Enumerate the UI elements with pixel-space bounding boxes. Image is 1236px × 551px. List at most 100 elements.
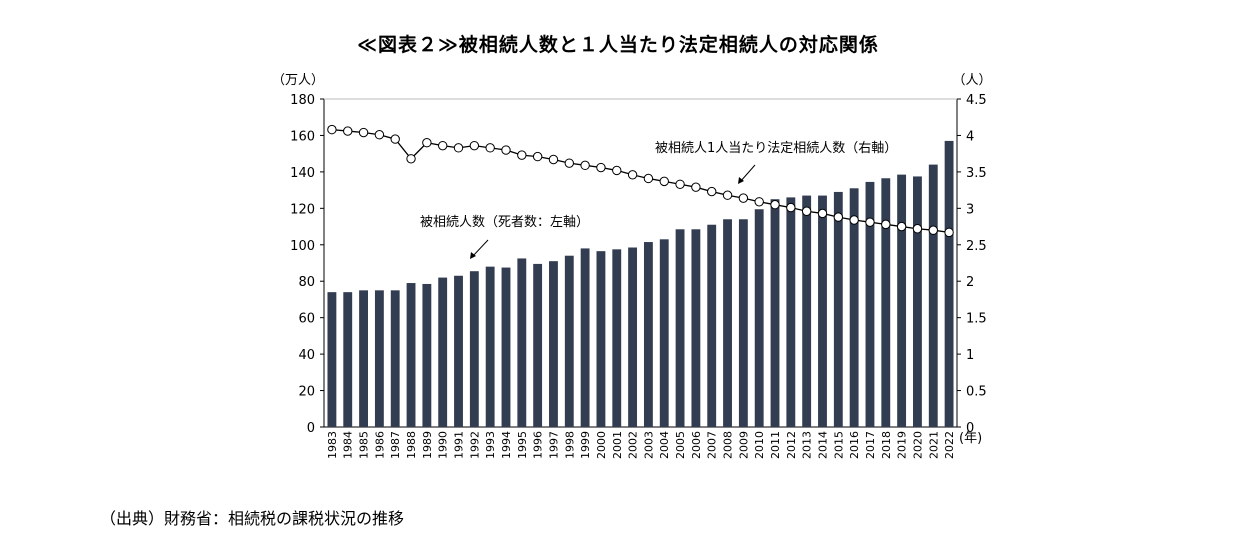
x-tick-label: 1990 — [437, 431, 450, 459]
x-tick-label: 1983 — [326, 431, 339, 459]
x-tick-label: 2001 — [611, 431, 624, 459]
line-point — [881, 219, 891, 230]
x-tick-label: 1996 — [532, 431, 545, 459]
bar — [643, 242, 653, 427]
x-tick-label: 1986 — [373, 431, 386, 459]
right-tick-label: 1 — [966, 348, 974, 363]
right-tick-label: 3.5 — [966, 166, 987, 181]
bar — [374, 290, 384, 427]
right-tick-label: 0.5 — [966, 385, 987, 400]
bar — [359, 290, 368, 427]
line-point — [707, 186, 717, 197]
bar — [881, 178, 891, 427]
line-point — [912, 224, 923, 234]
right-tick-label: 0 — [966, 421, 974, 436]
bar — [818, 195, 827, 427]
x-axis-unit: (年) — [959, 431, 982, 446]
right-tick-label: 4.5 — [966, 93, 987, 108]
line-point — [548, 154, 559, 165]
bar — [913, 176, 922, 427]
right-tick-label: 3 — [966, 202, 974, 217]
left-tick-label: 120 — [290, 202, 315, 217]
x-tick-label: 2005 — [674, 431, 687, 459]
x-tick-label: 1997 — [547, 431, 560, 459]
line-point — [944, 227, 954, 238]
line-point — [627, 170, 638, 180]
bar — [469, 271, 479, 427]
bar — [675, 229, 685, 427]
bar — [849, 188, 859, 427]
line-point — [580, 160, 590, 171]
line-point — [453, 143, 464, 153]
line-point — [849, 215, 859, 225]
line-point — [659, 176, 669, 187]
line-point — [738, 193, 749, 203]
annotation-line-arrowhead — [738, 177, 744, 184]
bar — [691, 229, 701, 427]
line-point — [358, 127, 369, 138]
line-point — [422, 138, 432, 148]
line-point — [437, 140, 448, 151]
line-point — [691, 182, 701, 192]
annotation-bars-arrow — [471, 239, 489, 258]
line-point — [786, 202, 796, 213]
x-tick-label: 2004 — [658, 431, 671, 459]
line-point — [817, 208, 828, 219]
x-tick-label: 2018 — [880, 431, 893, 459]
left-tick-label: 140 — [290, 166, 315, 181]
bar — [738, 219, 748, 427]
right-tick-label: 1.5 — [966, 312, 987, 327]
bar — [485, 266, 495, 427]
chart-title: ≪図表２≫被相続人数と１人当たり法定相続人の対応関係 — [357, 34, 879, 56]
line-point — [390, 134, 400, 144]
bar — [865, 181, 875, 427]
line-point — [896, 221, 907, 232]
line-point — [374, 130, 385, 140]
x-tick-label: 2020 — [911, 431, 924, 459]
x-tick-label: 2014 — [816, 431, 829, 459]
line-point — [770, 199, 780, 210]
annotation-bars: 被相続人数（死者数：左軸） — [420, 215, 589, 230]
x-tick-label: 1991 — [453, 431, 466, 459]
x-tick-label: 1998 — [563, 431, 576, 459]
bar — [327, 292, 337, 427]
bar — [501, 267, 511, 427]
line-point — [406, 154, 416, 164]
line-point — [643, 173, 654, 184]
x-tick-label: 2011 — [769, 431, 782, 459]
bar — [659, 239, 669, 427]
bar — [897, 174, 907, 427]
right-tick-label: 2.5 — [966, 239, 987, 254]
x-tick-label: 2009 — [737, 431, 750, 459]
line-point — [343, 126, 353, 136]
right-tick-label: 2 — [966, 275, 974, 290]
x-tick-label: 1985 — [358, 431, 371, 459]
x-tick-label: 1984 — [342, 431, 355, 459]
x-tick-label: 2017 — [864, 431, 877, 459]
bar — [770, 199, 780, 427]
left-tick-label: 20 — [298, 385, 315, 400]
bar — [549, 261, 558, 427]
line-point — [612, 165, 622, 176]
annotation-line-arrow — [739, 164, 756, 183]
x-tick-label: 2003 — [642, 431, 655, 459]
x-tick-label: 2015 — [832, 431, 845, 459]
line-point — [722, 190, 733, 200]
left-axis-unit: （万人） — [272, 73, 324, 88]
line-point — [833, 212, 844, 222]
bar — [786, 197, 796, 427]
x-tick-label: 2007 — [706, 431, 719, 459]
x-tick-label: 1994 — [500, 431, 513, 459]
x-tick-label: 2012 — [785, 431, 798, 459]
left-tick-label: 180 — [290, 93, 315, 108]
left-tick-label: 60 — [298, 312, 315, 327]
bar — [596, 251, 606, 427]
bar — [628, 247, 638, 427]
left-tick-label: 80 — [298, 275, 315, 290]
x-tick-label: 1992 — [468, 431, 481, 459]
x-tick-label: 2000 — [595, 431, 608, 459]
right-tick-label: 4 — [966, 129, 974, 144]
x-tick-label: 1987 — [389, 431, 402, 459]
left-tick-label: 0 — [307, 421, 315, 436]
